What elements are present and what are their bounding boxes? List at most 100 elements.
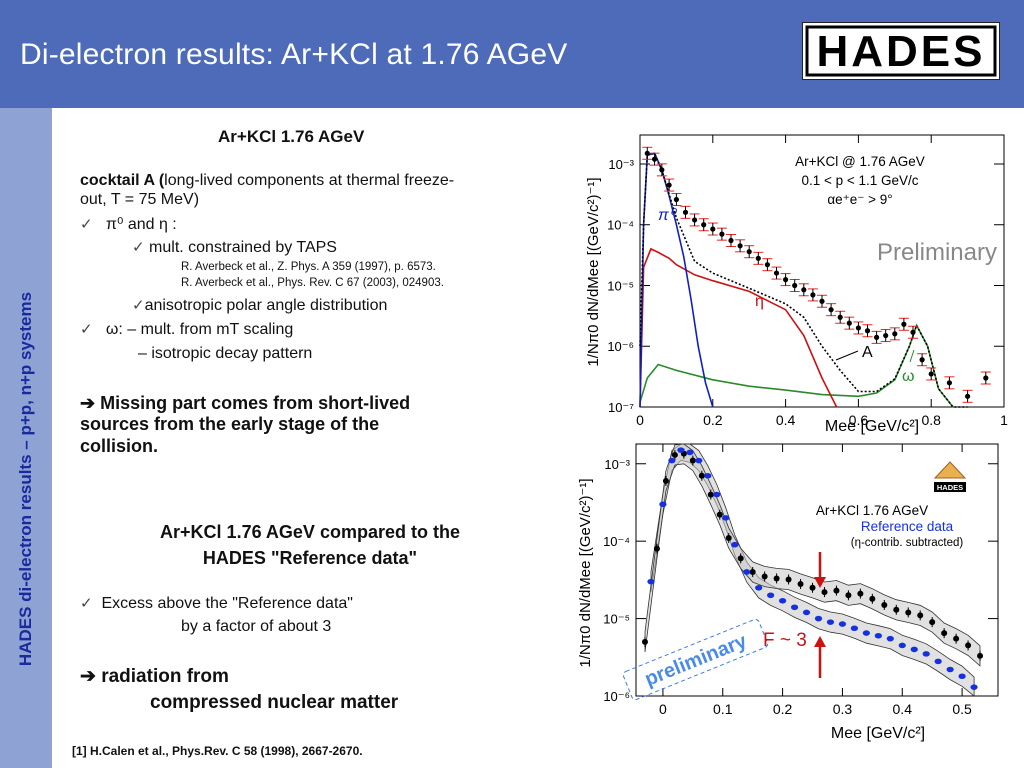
x-tick-label: 0.2 bbox=[703, 412, 723, 428]
y-tick-label: 10⁻⁴ bbox=[603, 534, 630, 549]
y-tick-label: 10⁻⁷ bbox=[608, 400, 634, 415]
item-omega-text: ω: – mult. from mT scaling bbox=[105, 321, 294, 338]
data-point bbox=[746, 249, 752, 255]
reference-2: R. Averbeck et al., Phys. Rev. C 67 (200… bbox=[181, 277, 444, 289]
data-point bbox=[874, 334, 880, 340]
arkcl-point bbox=[785, 576, 792, 583]
eta-curve bbox=[639, 247, 838, 408]
arkcl-point bbox=[941, 630, 948, 637]
x-tick-label: 1 bbox=[1000, 412, 1008, 428]
arrow-up-head bbox=[814, 636, 826, 647]
logo-frame bbox=[805, 25, 997, 77]
reference-point bbox=[778, 597, 787, 604]
chart-top-label-pi0: π⁰ bbox=[658, 207, 678, 224]
data-point bbox=[946, 380, 952, 386]
missing-line3: collision. bbox=[80, 436, 159, 456]
data-point bbox=[828, 307, 834, 313]
arkcl-point bbox=[716, 511, 723, 518]
item-pi-eta: ✓ π⁰ and η : bbox=[80, 214, 177, 234]
reference-point bbox=[755, 584, 763, 591]
data-point bbox=[692, 217, 698, 223]
arkcl-point bbox=[707, 491, 714, 498]
x-tick-label: 0.1 bbox=[713, 701, 733, 717]
header-bar: Di-electron results: Ar+KCl at 1.76 AGeV… bbox=[0, 0, 1024, 108]
arkcl-point bbox=[965, 642, 972, 649]
sidebar-caption: HADES di-electron results – p+p, n+p sys… bbox=[16, 291, 35, 667]
arkcl-point bbox=[737, 555, 744, 562]
reference-point bbox=[713, 491, 721, 498]
cocktail-A-curve bbox=[639, 152, 968, 408]
data-point bbox=[651, 156, 658, 162]
reference-point bbox=[958, 673, 966, 680]
data-point bbox=[810, 292, 816, 298]
chart-top-points bbox=[642, 146, 991, 403]
arkcl-point bbox=[929, 619, 936, 626]
arkcl-point bbox=[662, 477, 669, 484]
data-point bbox=[855, 325, 861, 331]
arkcl-point bbox=[689, 457, 696, 464]
reference-point bbox=[946, 666, 954, 673]
data-point bbox=[837, 314, 843, 320]
x-tick-label: 0.8 bbox=[921, 412, 941, 428]
item-omega: ✓ ω: – mult. from mT scaling bbox=[80, 320, 293, 339]
logo-text: HADES bbox=[816, 27, 985, 76]
data-point bbox=[919, 357, 925, 363]
data-point bbox=[644, 150, 650, 156]
reference-point bbox=[922, 651, 930, 657]
missing-line1: ➔ Missing part comes from short-lived bbox=[80, 393, 411, 413]
y-tick-label: 10⁻⁶ bbox=[607, 339, 634, 354]
chart-bottom-axes: 0 0.1 0.2 0.3 0.4 0.5 10⁻⁶ 10⁻⁵ 10⁻⁴ 10⁻³ bbox=[603, 444, 998, 717]
reference-point bbox=[731, 541, 739, 548]
red-arrow-down bbox=[814, 552, 826, 588]
data-point bbox=[682, 209, 689, 215]
reference-point bbox=[970, 684, 978, 690]
chart-top-subtitle-1: 0.1 < p < 1.1 GeV/c bbox=[801, 173, 918, 188]
x-tick-label: 0.3 bbox=[833, 701, 853, 717]
data-point bbox=[737, 243, 743, 249]
slide-title: Di-electron results: Ar+KCl at 1.76 AGeV bbox=[20, 38, 568, 71]
chart-top-curves bbox=[639, 152, 968, 408]
chart-top-xlabel: Mee [GeV/c²] bbox=[825, 418, 919, 435]
reference-point bbox=[790, 604, 799, 611]
cocktail-rest: long-lived components at thermal freeze- bbox=[164, 172, 455, 189]
chart-bottom-ylabel: 1/Nπ0 dN/dMee [(GeV/c²)⁻¹] bbox=[577, 478, 594, 667]
cocktail-line1: cocktail A (long-lived components at the… bbox=[80, 172, 454, 190]
arrow-down-head bbox=[814, 577, 826, 588]
arkcl-point bbox=[881, 601, 888, 608]
data-point bbox=[901, 321, 907, 327]
data-point bbox=[965, 393, 971, 399]
reference-point bbox=[850, 625, 858, 632]
data-point bbox=[928, 371, 934, 377]
reference-point bbox=[826, 619, 835, 625]
data-point bbox=[728, 237, 734, 244]
arkcl-point bbox=[773, 575, 780, 582]
hades-logo: HADES bbox=[802, 22, 1000, 80]
radiation-line2: compressed nuclear matter bbox=[150, 692, 399, 713]
arkcl-point bbox=[725, 534, 732, 541]
radiation-line1: ➔ radiation from bbox=[80, 666, 229, 687]
mini-logo-text: HADES bbox=[937, 483, 963, 492]
y-tick-label: 10⁻⁵ bbox=[607, 278, 634, 293]
omega-line2: – isotropic decay pattern bbox=[138, 345, 313, 362]
data-point bbox=[666, 182, 672, 188]
data-point bbox=[773, 270, 780, 276]
sub-aniso-text: anisotropic polar angle distribution bbox=[144, 297, 388, 314]
checkmark-icon: ✓ bbox=[132, 297, 145, 314]
checkmark-icon: ✓ bbox=[80, 216, 93, 233]
sidebar: HADES di-electron results – p+p, n+p sys… bbox=[0, 108, 52, 768]
stamp-frame bbox=[622, 618, 769, 701]
chart-top-axes: 0 0.2 0.4 0.6 0.8 1 10⁻⁷ 10⁻⁶ 10⁻⁵ 10⁻⁴ 10⁻³ bbox=[607, 135, 1008, 428]
reference-point bbox=[704, 472, 712, 479]
reference-point bbox=[668, 457, 676, 464]
chart-top: 0 0.2 0.4 0.6 0.8 1 10⁻⁷ 10⁻⁶ 10⁻⁵ 10⁻⁴ 10⁻³ Ar+KC… bbox=[585, 134, 1008, 435]
section2-title-line1: Ar+KCl 1.76 AGeV compared to the bbox=[160, 522, 460, 542]
chart-top-ylabel: 1/Nπ0 dN/dMee [(GeV/c²)⁻¹] bbox=[585, 177, 602, 366]
data-point bbox=[819, 298, 825, 304]
reference-point bbox=[898, 642, 906, 649]
reference-point bbox=[686, 449, 694, 456]
chart-top-omega-arrow bbox=[909, 349, 915, 363]
arkcl-point bbox=[893, 606, 900, 613]
data-point bbox=[783, 277, 789, 283]
x-tick-label: 0.4 bbox=[776, 412, 796, 428]
y-tick-label: 10⁻⁵ bbox=[603, 612, 630, 627]
